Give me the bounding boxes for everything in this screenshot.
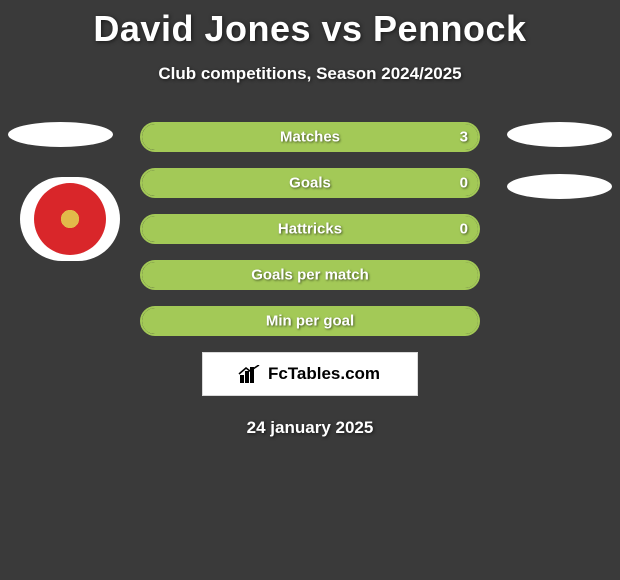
stat-bar: Matches3 [140, 122, 480, 152]
brand-box: FcTables.com [202, 352, 418, 396]
stat-bar-label: Hattricks [142, 221, 478, 238]
stat-bar-value: 0 [460, 221, 468, 238]
page-title: David Jones vs Pennock [0, 0, 620, 50]
player-left-placeholder-1 [8, 122, 113, 147]
player-right-placeholder-2 [507, 174, 612, 199]
stat-bar-label: Goals per match [142, 267, 478, 284]
stat-bar-label: Goals [142, 175, 478, 192]
stat-bar: Hattricks0 [140, 214, 480, 244]
stat-bar-value: 0 [460, 175, 468, 192]
fctables-logo-icon [240, 365, 262, 383]
comparison-content: Matches3Goals0Hattricks0Goals per matchM… [0, 122, 620, 438]
page-subtitle: Club competitions, Season 2024/2025 [0, 64, 620, 84]
stat-bar: Min per goal [140, 306, 480, 336]
stat-bar-value: 3 [460, 129, 468, 146]
snapshot-date: 24 january 2025 [0, 418, 620, 438]
club-crest-left [20, 177, 120, 261]
stat-bars: Matches3Goals0Hattricks0Goals per matchM… [140, 122, 480, 336]
stat-bar-label: Min per goal [142, 313, 478, 330]
stat-bar-label: Matches [142, 129, 478, 146]
stat-bar: Goals per match [140, 260, 480, 290]
newtown-crest-icon [34, 183, 106, 255]
brand-text: FcTables.com [268, 364, 380, 384]
player-right-placeholder-1 [507, 122, 612, 147]
stat-bar: Goals0 [140, 168, 480, 198]
